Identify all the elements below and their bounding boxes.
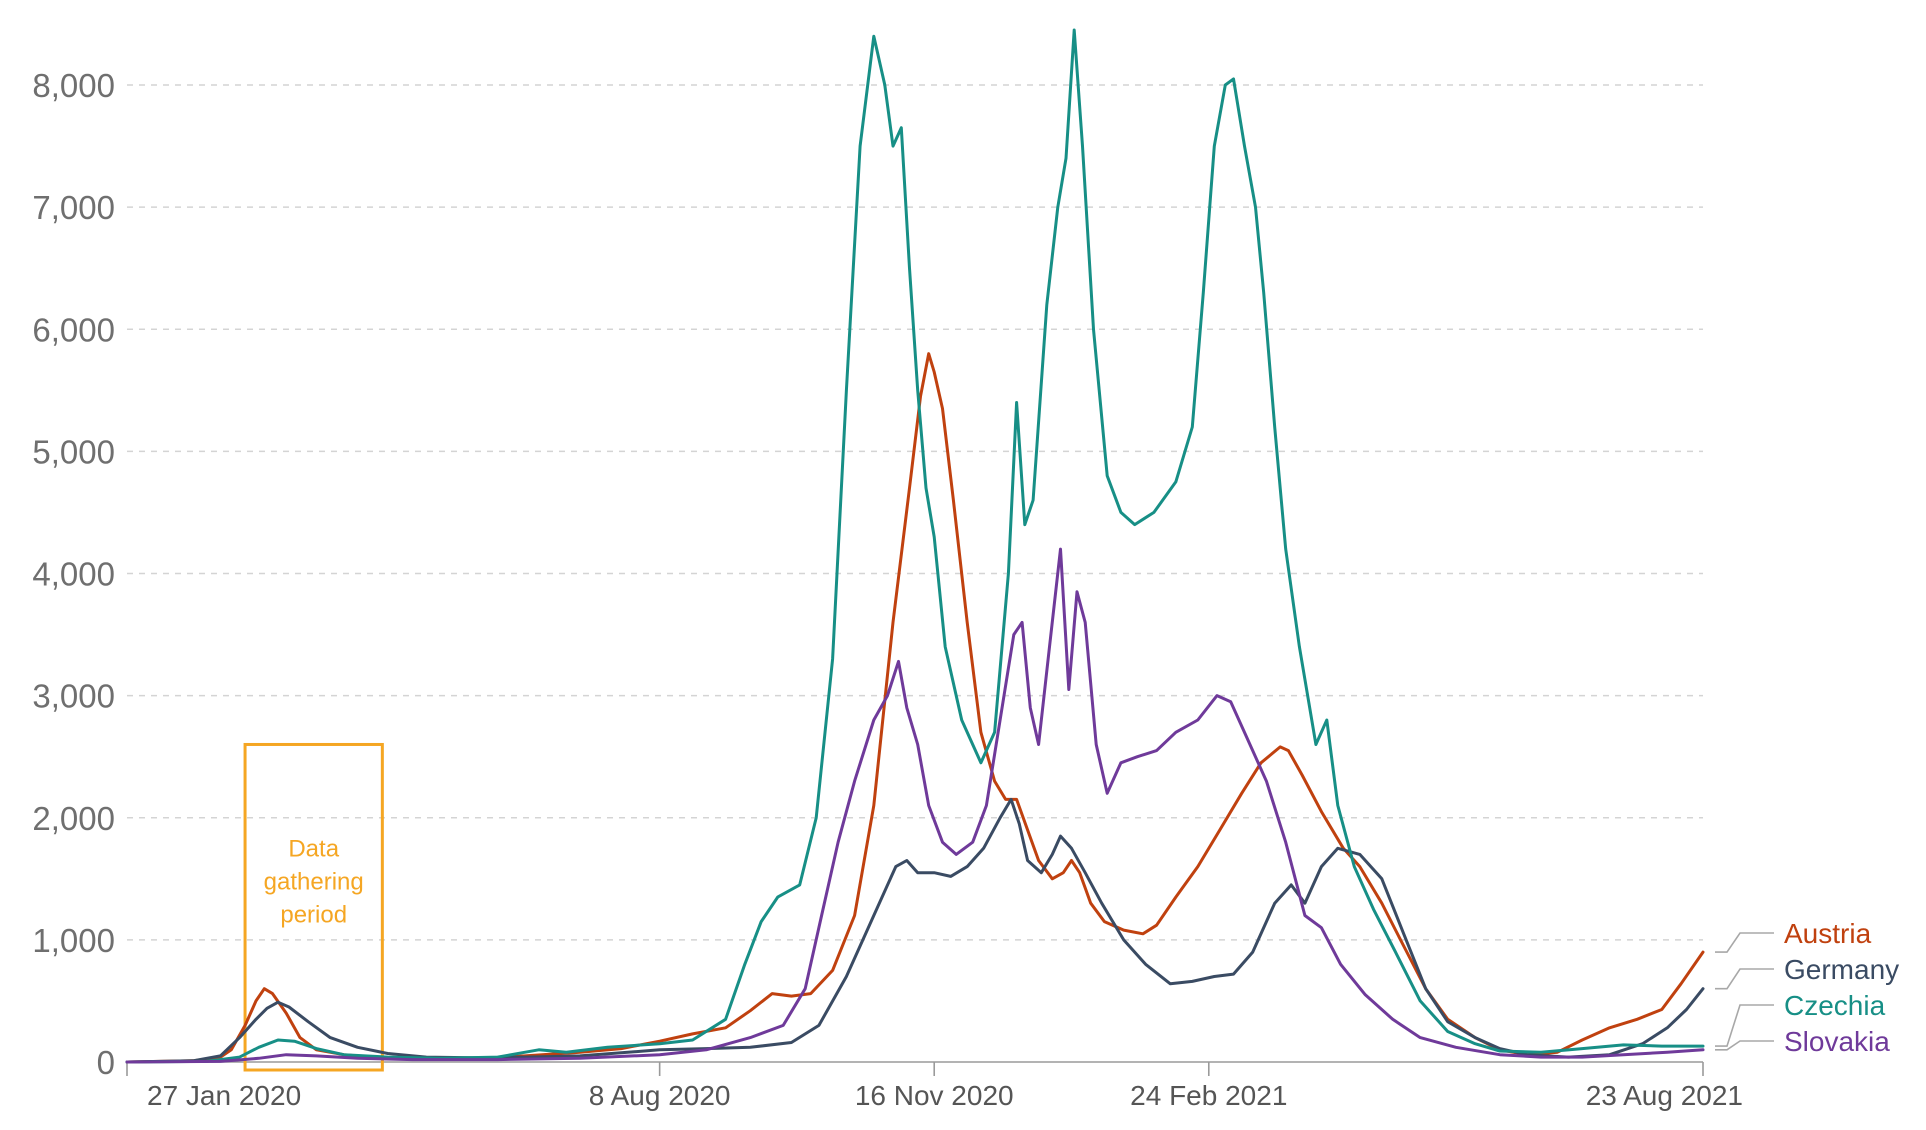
series-line-slovakia — [125, 547, 1705, 1064]
series-line-austria — [125, 352, 1705, 1064]
y-tick-label-1000: 1,000 — [32, 922, 115, 959]
legend-label-germany: Germany — [1784, 954, 1899, 985]
y-tick-label-8000: 8,000 — [32, 67, 115, 104]
x-tick-label-0: 27 Jan 2020 — [147, 1080, 301, 1111]
y-tick-label-3000: 3,000 — [32, 678, 115, 715]
series-line-germany — [125, 797, 1705, 1064]
legend-label-czechia: Czechia — [1784, 990, 1886, 1021]
legend-label-austria: Austria — [1784, 918, 1872, 949]
x-tick-label-1: 8 Aug 2020 — [589, 1080, 731, 1111]
legend-connector-slovakia — [1715, 1040, 1774, 1051]
y-tick-label-2000: 2,000 — [32, 800, 115, 837]
annotation-box — [243, 742, 384, 1072]
x-axis: 27 Jan 2020 8 Aug 2020 16 Nov 2020 24 Feb 2… — [126, 1061, 1743, 1111]
legend-label-slovakia: Slovakia — [1784, 1026, 1890, 1057]
annotation-text-line-3: period — [280, 901, 347, 928]
y-tick-label-5000: 5,000 — [32, 433, 115, 470]
legend: Austria Germany Czechia Slovakia — [1715, 918, 1899, 1057]
y-tick-label-4000: 4,000 — [32, 556, 115, 593]
y-tick-label-6000: 6,000 — [32, 311, 115, 348]
x-tick-label-2: 16 Nov 2020 — [855, 1080, 1014, 1111]
x-tick-label-4: 23 Aug 2021 — [1586, 1080, 1743, 1111]
legend-connector-czechia — [1715, 1004, 1774, 1047]
annotation-text-line-2: gathering — [264, 868, 364, 895]
annotation-text-line-1: Data — [288, 835, 339, 862]
x-tick-label-3: 24 Feb 2021 — [1130, 1080, 1287, 1111]
data-gathering-annotation: Data gathering period — [243, 742, 384, 1072]
gridlines — [127, 84, 1703, 941]
legend-connector-germany — [1715, 968, 1774, 990]
series-line-czechia — [125, 28, 1705, 1064]
legend-connector-austria — [1715, 932, 1774, 953]
series-lines — [125, 28, 1705, 1064]
y-axis-ticks: 0 1,000 2,000 3,000 4,000 5,000 6,000 7,000 8,00… — [32, 67, 115, 1081]
y-tick-label-7000: 7,000 — [32, 189, 115, 226]
y-tick-label-0: 0 — [97, 1044, 115, 1081]
